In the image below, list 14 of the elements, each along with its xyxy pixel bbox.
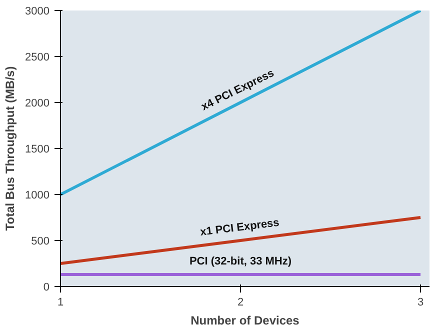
y-tick-label: 2500 [25, 52, 50, 64]
y-tick-label: 1500 [25, 144, 50, 156]
x-tick-label: 3 [417, 296, 424, 308]
text: x1 PCI Express [200, 216, 280, 238]
x-tick-label: 1 [57, 296, 64, 308]
y-tick-label: 0 [43, 282, 50, 294]
y-axis-title: Total Bus Throughput (MB/s) [3, 66, 18, 231]
y-tick-label: 1000 [25, 190, 50, 202]
x-axis-title: Number of Devices [190, 314, 300, 328]
y-tick-label: 500 [31, 236, 50, 248]
x-tick-label: 2 [237, 296, 244, 308]
y-tick-label: 3000 [25, 6, 50, 18]
series-label: PCI (32-bit, 33 MHz) [189, 256, 292, 268]
y-tick-label: 2000 [25, 98, 50, 110]
